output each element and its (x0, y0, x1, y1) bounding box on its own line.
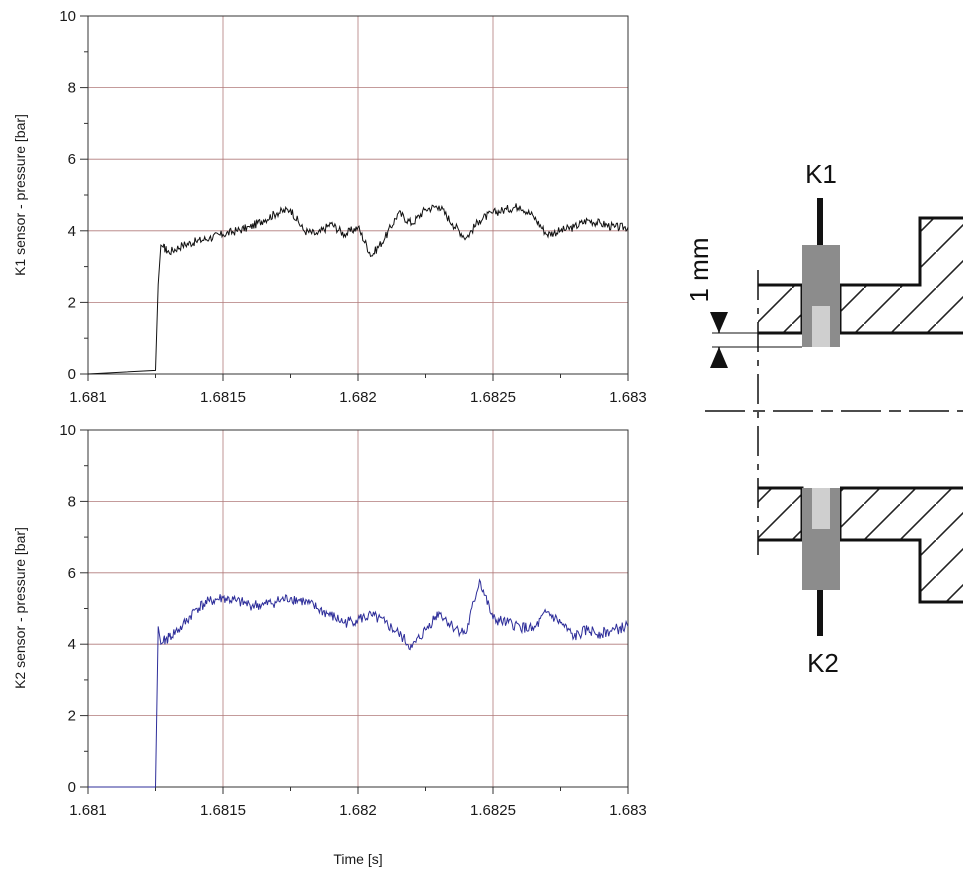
k1-y-tick-labels: 0 2 4 6 8 10 (59, 8, 76, 383)
k2-xtick-label: 1.681 (69, 802, 107, 819)
k1-xtick-label: 1.6825 (470, 389, 516, 406)
k2-sensor-tip (812, 488, 830, 529)
k1-gridlines (88, 16, 628, 374)
k2-ytick-label: 2 (68, 708, 76, 725)
k2-ytick-label: 4 (68, 636, 76, 653)
k1-ytick-label: 8 (68, 80, 76, 97)
k1-xtick-label: 1.6815 (200, 389, 246, 406)
k2-x-axis-title: Time [s] (333, 851, 382, 867)
k1-xtick-label: 1.682 (339, 389, 377, 406)
lower-wall-hatch (758, 488, 963, 602)
chart-k1: 0 2 4 6 8 10 1.681 1.6815 1.682 1.6825 1.683 K1 s… (12, 8, 647, 406)
k2-ytick-label: 0 (68, 779, 76, 796)
k1-ytick-label: 6 (68, 151, 76, 168)
k2-ytick-label: 6 (68, 565, 76, 582)
dimension-label: 1 mm (684, 238, 714, 303)
k1-y-axis-title: K1 sensor - pressure [bar] (12, 114, 28, 276)
k2-ticks (80, 429, 629, 794)
k2-xtick-label: 1.682 (339, 802, 377, 819)
k1-ytick-label: 4 (68, 223, 76, 240)
k2-xtick-label: 1.683 (609, 802, 647, 819)
k1-sensor-tip (812, 306, 830, 347)
k1-ticks (80, 15, 629, 381)
k2-x-tick-labels: 1.681 1.6815 1.682 1.6825 1.683 (69, 802, 647, 819)
k1-ytick-label: 2 (68, 294, 76, 311)
k1-xtick-label: 1.683 (609, 389, 647, 406)
chart-k2: 0 2 4 6 8 10 1.681 1.6815 1.682 1.6825 1.683 K2 s… (12, 422, 647, 867)
k1-ytick-label: 10 (59, 8, 76, 25)
k2-ytick-label: 10 (59, 422, 76, 439)
k1-x-tick-labels: 1.681 1.6815 1.682 1.6825 1.683 (69, 389, 647, 406)
k2-gridlines (88, 430, 628, 787)
k2-label: K2 (807, 648, 839, 678)
k2-y-axis-title: K2 sensor - pressure [bar] (12, 527, 28, 689)
k2-y-tick-labels: 0 2 4 6 8 10 (59, 422, 76, 796)
k2-xtick-label: 1.6815 (200, 802, 246, 819)
k1-label: K1 (805, 159, 837, 189)
k2-xtick-label: 1.6825 (470, 802, 516, 819)
k1-ytick-label: 0 (68, 366, 76, 383)
k1-xtick-label: 1.681 (69, 389, 107, 406)
upper-wall-hatch (758, 218, 963, 333)
k2-series-line (88, 578, 629, 788)
k2-ytick-label: 8 (68, 493, 76, 510)
k1-series-line (87, 203, 629, 375)
sensor-diagram: K1 K2 1 mm (684, 159, 963, 678)
